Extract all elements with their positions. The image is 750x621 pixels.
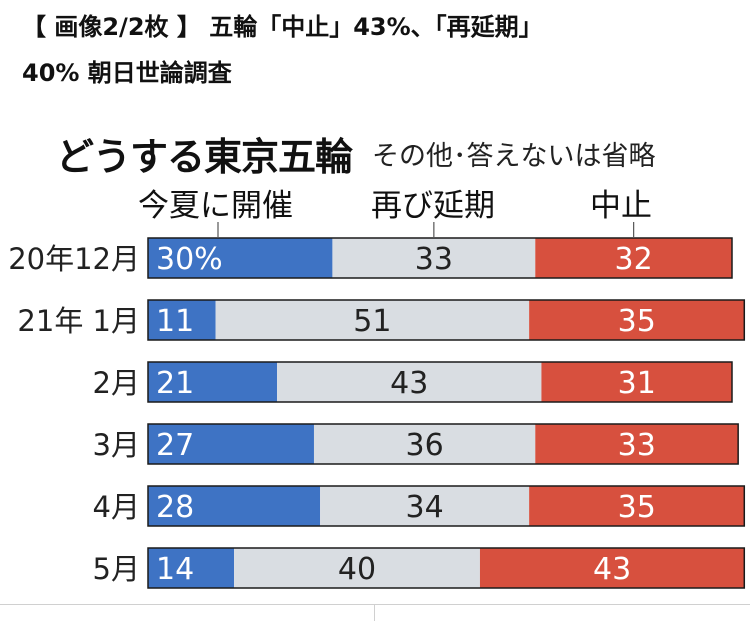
bar-open-1 xyxy=(148,300,216,340)
value-label-open-5: 14 xyxy=(156,552,194,587)
bar-cancel-4 xyxy=(529,486,745,526)
stacked-bar-chart: 20年12月 30% 33 32 21年 1月 11 51 35 2月 21 43 31 3月 27 36 3… xyxy=(8,222,746,589)
row-label-1: 21年 1月 xyxy=(17,304,140,338)
bar-postpone-3 xyxy=(313,424,536,464)
bar-cancel-2 xyxy=(541,362,732,402)
value-label-postpone-0: 33 xyxy=(415,242,453,277)
value-label-cancel-4: 35 xyxy=(618,490,656,525)
bar-cancel-0 xyxy=(535,238,732,278)
value-label-open-4: 28 xyxy=(156,490,194,525)
bar-cancel-3 xyxy=(535,424,739,464)
value-label-postpone-1: 51 xyxy=(353,304,391,339)
bar-outline-2 xyxy=(147,361,733,403)
bar-outline-4 xyxy=(147,485,746,527)
row-label-0: 20年12月 xyxy=(8,242,140,276)
row-label-3: 3月 xyxy=(93,428,140,462)
row-label-5: 5月 xyxy=(93,552,140,586)
bar-cancel-1 xyxy=(529,300,745,340)
value-label-open-3: 27 xyxy=(156,428,194,463)
value-label-cancel-2: 31 xyxy=(618,366,656,401)
value-label-open-0: 30% xyxy=(156,242,223,277)
value-label-open-2: 21 xyxy=(156,366,194,401)
legend-open: 今夏に開催 xyxy=(138,188,293,224)
chart-title: どうする東京五輪 xyxy=(56,135,353,179)
bar-open-0 xyxy=(148,238,333,278)
row-label-2: 2月 xyxy=(93,366,140,400)
value-label-cancel-1: 35 xyxy=(618,304,656,339)
value-label-cancel-5: 43 xyxy=(593,552,631,587)
headline: 【 画像2/2枚 】 五輪「中止」43%、「再延期」 40% 朝日世論調査 xyxy=(22,4,732,96)
row-label-4: 4月 xyxy=(93,490,140,524)
bar-postpone-5 xyxy=(234,548,480,588)
headline-line-2: 40% 朝日世論調査 xyxy=(22,59,232,87)
value-label-postpone-3: 36 xyxy=(406,428,444,463)
bar-outline-5 xyxy=(147,547,746,589)
value-label-open-1: 11 xyxy=(156,304,194,339)
value-label-postpone-5: 40 xyxy=(338,552,376,587)
legend-cancel: 中止 xyxy=(590,188,652,224)
bar-postpone-4 xyxy=(320,486,530,526)
bar-postpone-0 xyxy=(332,238,536,278)
value-label-postpone-2: 43 xyxy=(390,366,428,401)
bar-open-2 xyxy=(148,362,278,402)
bar-outline-0 xyxy=(147,237,733,279)
chart-figure: どうする東京五輪 その他･答えないは省略 今夏に開催 再び延期 中止 20年12… xyxy=(0,118,750,621)
bar-postpone-2 xyxy=(277,362,542,402)
legend-postpone: 再び延期 xyxy=(371,188,495,224)
footer-divider xyxy=(0,604,750,605)
value-label-postpone-4: 34 xyxy=(406,490,444,525)
bar-outline-3 xyxy=(147,423,739,465)
bar-open-4 xyxy=(148,486,321,526)
chart-note: その他･答えないは省略 xyxy=(372,141,656,172)
bar-cancel-5 xyxy=(479,548,745,588)
headline-line-1: 【 画像2/2枚 】 五輪「中止」43%、「再延期」 xyxy=(22,13,543,41)
bar-open-3 xyxy=(148,424,314,464)
bar-postpone-1 xyxy=(215,300,530,340)
value-label-cancel-3: 33 xyxy=(618,428,656,463)
value-label-cancel-0: 32 xyxy=(615,242,653,277)
footer-separator xyxy=(374,604,375,621)
bar-open-5 xyxy=(148,548,235,588)
bar-outline-1 xyxy=(147,299,746,341)
